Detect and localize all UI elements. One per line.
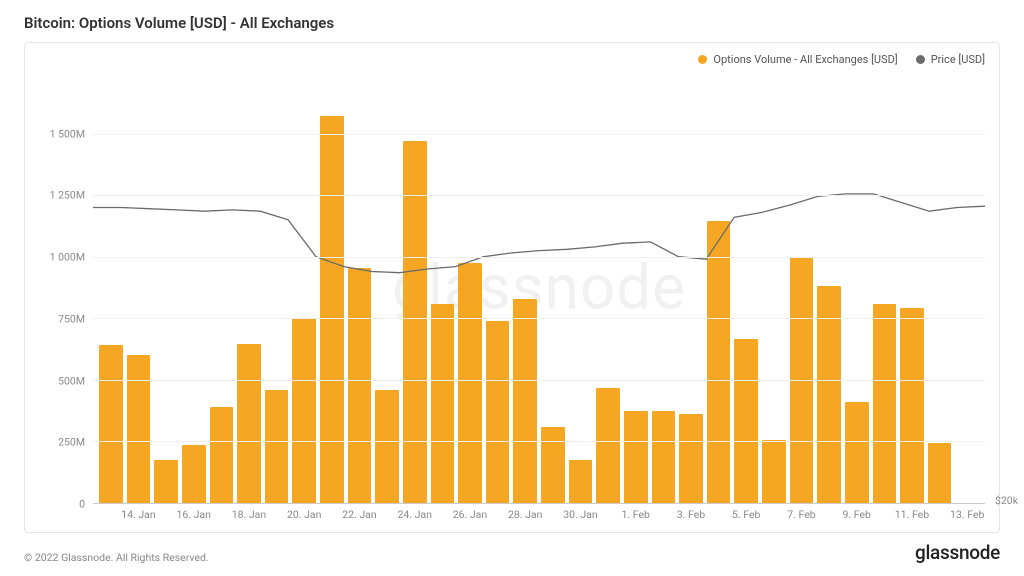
bar: [900, 308, 924, 503]
y-axis: 0250M500M750M1 000M1 250M1 500M: [39, 72, 93, 504]
footer: © 2022 Glassnode. All Rights Reserved. g…: [24, 541, 1000, 568]
bar: [762, 440, 786, 503]
bar: [265, 390, 289, 503]
x-tick-label: 14. Jan: [121, 508, 155, 521]
bar: [127, 355, 151, 503]
bar: [182, 445, 206, 503]
copyright-text: © 2022 Glassnode. All Rights Reserved.: [24, 551, 209, 564]
legend-label-line: Price [USD]: [931, 53, 985, 66]
plot-area: glassnode $20k: [93, 72, 985, 504]
legend-item-bars: Options Volume - All Exchanges [USD]: [698, 53, 897, 66]
bar: [679, 414, 703, 503]
x-tick-label: 5. Feb: [732, 508, 760, 521]
bar: [348, 268, 372, 503]
x-tick-label: 30. Jan: [563, 508, 597, 521]
bar: [652, 411, 676, 503]
x-tick-label: 28. Jan: [508, 508, 542, 521]
x-tick-label: 16. Jan: [176, 508, 210, 521]
y-tick-label: 1 500M: [50, 127, 85, 140]
x-tick-label: 22. Jan: [342, 508, 376, 521]
bars-layer: [93, 72, 985, 503]
bar: [375, 390, 399, 503]
legend-item-line: Price [USD]: [916, 53, 985, 66]
bar: [928, 443, 952, 503]
bar: [596, 388, 620, 503]
y-tick-label: 500M: [58, 374, 85, 387]
x-tick-label: 3. Feb: [677, 508, 705, 521]
y-tick-label: 0: [79, 498, 85, 511]
x-tick-label: 13. Feb: [950, 508, 984, 521]
chart-container: Bitcoin: Options Volume [USD] - All Exch…: [0, 0, 1024, 576]
bar: [237, 344, 261, 503]
brand-logo: glassnode: [915, 541, 1000, 564]
chart-box: Options Volume - All Exchanges [USD] Pri…: [24, 42, 1000, 533]
bar: [569, 460, 593, 503]
x-tick-label: 11. Feb: [895, 508, 929, 521]
x-tick-label: 24. Jan: [397, 508, 431, 521]
bar: [845, 402, 869, 503]
legend: Options Volume - All Exchanges [USD] Pri…: [39, 53, 985, 66]
bar: [320, 116, 344, 503]
plot: 0250M500M750M1 000M1 250M1 500M glassnod…: [39, 72, 985, 504]
bar: [292, 318, 316, 503]
y2-axis-label: $20k: [989, 494, 1018, 507]
bar: [486, 321, 510, 503]
bar: [513, 299, 537, 503]
x-tick-label: 26. Jan: [453, 508, 487, 521]
bar: [99, 345, 123, 503]
x-tick-label: 20. Jan: [287, 508, 321, 521]
bar: [154, 460, 178, 503]
legend-label-bars: Options Volume - All Exchanges [USD]: [713, 53, 897, 66]
bar: [431, 304, 455, 503]
chart-title: Bitcoin: Options Volume [USD] - All Exch…: [24, 14, 1000, 32]
y-tick-label: 1 000M: [50, 251, 85, 264]
bar: [458, 263, 482, 503]
legend-swatch-line: [916, 55, 925, 64]
x-tick-label: 1. Feb: [621, 508, 649, 521]
gridline: [93, 380, 985, 381]
gridline: [93, 441, 985, 442]
bar: [541, 427, 565, 503]
legend-swatch-bar: [698, 55, 707, 64]
gridline: [93, 134, 985, 135]
bar: [707, 221, 731, 503]
y-tick-label: 250M: [58, 436, 85, 449]
gridline: [93, 257, 985, 258]
bar: [734, 339, 758, 503]
x-tick-label: 7. Feb: [787, 508, 815, 521]
gridline: [93, 318, 985, 319]
bar: [624, 411, 648, 503]
gridline: [93, 195, 985, 196]
bar: [210, 407, 234, 503]
x-tick-label: 9. Feb: [842, 508, 870, 521]
x-tick-label: 18. Jan: [232, 508, 266, 521]
bar: [873, 304, 897, 503]
y-tick-label: 750M: [58, 312, 85, 325]
x-axis: 14. Jan 16. Jan 18. Jan 20. Jan 22. Jan 24. J…: [93, 504, 985, 524]
y-tick-label: 1 250M: [50, 189, 85, 202]
